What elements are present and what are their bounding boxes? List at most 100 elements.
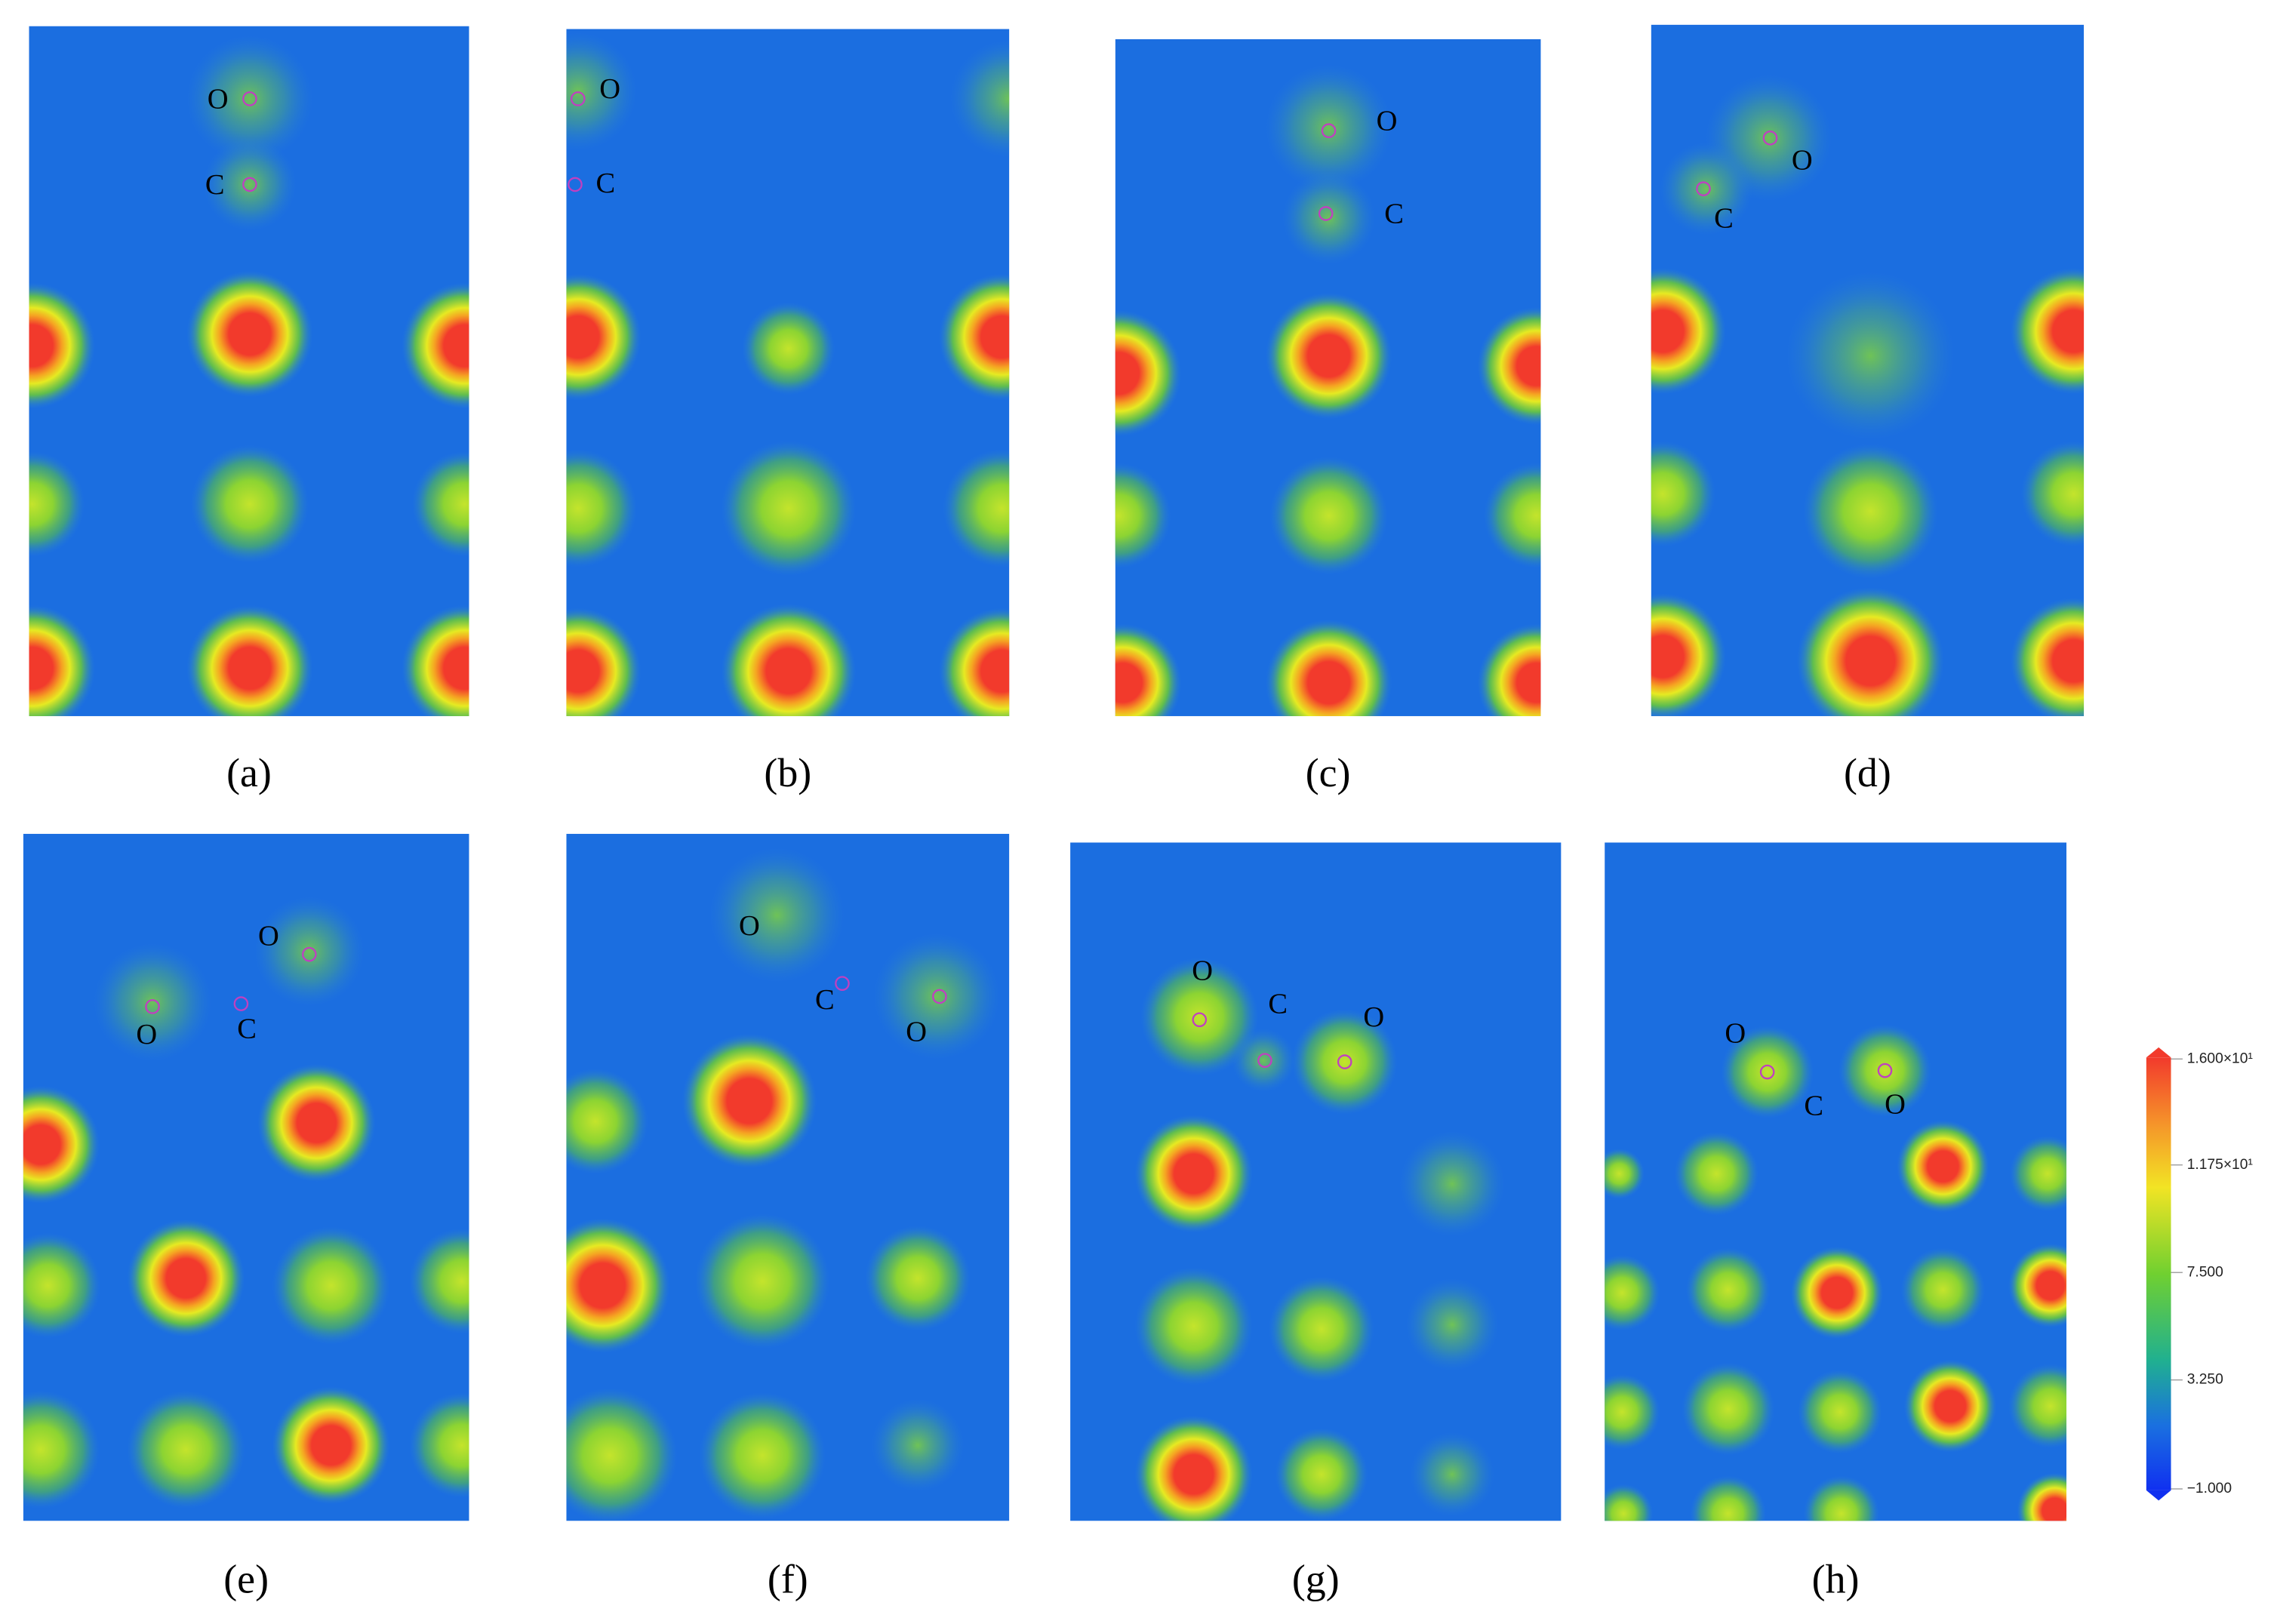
density-blob (409, 1392, 469, 1498)
density-map (1070, 842, 1562, 1521)
density-blob (721, 441, 857, 577)
density-blob (1410, 1432, 1494, 1517)
density-blob (1803, 1475, 1879, 1521)
colorbar-tick-label: 7.500 (2187, 1264, 2223, 1280)
colorbar-tick-label: 3.250 (2187, 1372, 2223, 1388)
density-blob (1651, 268, 1726, 395)
atom-marker (1337, 1054, 1352, 1069)
atom-marker (568, 177, 583, 192)
density-blob (1900, 1247, 1986, 1333)
atom-marker (1192, 1012, 1208, 1028)
colorbar-tick-label: −1.000 (2187, 1481, 2232, 1496)
density-blob (272, 1226, 390, 1345)
atom-label: C (237, 1013, 257, 1044)
density-blob (938, 607, 1010, 716)
density-blob (23, 1390, 100, 1509)
atom-label: O (258, 920, 279, 952)
density-blob (23, 1232, 101, 1339)
density-blob (566, 1218, 670, 1353)
panel-label: (a) (226, 750, 272, 795)
density-map (29, 26, 469, 716)
density-blob (1483, 463, 1541, 569)
atom-label: C (1714, 202, 1734, 234)
density-blob (566, 273, 642, 401)
density-blob (1685, 1247, 1771, 1333)
density-blob (566, 32, 637, 151)
density-blob (1903, 1359, 1997, 1453)
atom-label: C (1384, 198, 1404, 230)
atom-marker (242, 177, 257, 192)
atom-marker (1257, 1053, 1272, 1068)
density-blob (1265, 292, 1392, 420)
density-blob (1477, 306, 1541, 426)
density-blob (1605, 1148, 1645, 1199)
atom-marker (1759, 1064, 1775, 1080)
density-map (566, 29, 1010, 716)
atom-marker (932, 989, 947, 1004)
density-blob (694, 1213, 830, 1349)
atom-label: O (1377, 105, 1398, 137)
density-blob (1134, 1415, 1253, 1521)
panel-label: (d) (1844, 750, 1891, 795)
atom-marker (835, 976, 850, 991)
density-blob (1265, 64, 1392, 192)
atom-label: O (1363, 1001, 1384, 1033)
density-blob (1605, 1373, 1660, 1450)
atom-marker (233, 996, 249, 1011)
density-blob (1690, 1475, 1766, 1521)
atom-label: C (596, 168, 616, 199)
atom-label: O (1792, 144, 1813, 176)
atom-label: C (1268, 989, 1288, 1020)
density-blob (1790, 1246, 1884, 1339)
density-blob (1269, 457, 1388, 575)
density-map (23, 833, 469, 1521)
density-blob (2020, 441, 2085, 547)
colorbar-tick-label: 1.175×10¹ (2187, 1157, 2253, 1173)
atom-label: O (1192, 955, 1213, 986)
density-blob (865, 1226, 971, 1331)
density-blob (721, 604, 857, 716)
density-blob (1269, 1276, 1374, 1383)
atom-label: O (1885, 1089, 1906, 1121)
panel-label: (b) (764, 750, 811, 795)
density-blob (938, 273, 1010, 401)
density-blob (402, 282, 469, 409)
density-map (566, 833, 1010, 1521)
density-blob (1115, 463, 1171, 569)
atom-marker (1318, 206, 1334, 221)
density-blob (1605, 1254, 1660, 1331)
density-map (1115, 38, 1541, 716)
density-blob (699, 1392, 826, 1519)
atom-marker (1762, 131, 1778, 146)
density-blob (2010, 598, 2085, 716)
density-blob (1605, 1484, 1654, 1521)
density-blob (402, 604, 469, 716)
density-blob (1660, 142, 1753, 235)
atom-label: O (906, 1016, 927, 1047)
colorbar-tick-label: 1.600×10¹ (2187, 1050, 2253, 1066)
density-blob (1802, 444, 1938, 579)
atom-label: O (739, 910, 760, 942)
density-blob (1232, 1029, 1295, 1093)
atom-marker (1877, 1063, 1893, 1078)
density-blob (127, 1219, 245, 1338)
map-background (23, 833, 469, 1521)
density-blob (1651, 441, 1715, 547)
density-blob (709, 847, 845, 983)
density-blob (1839, 1024, 1931, 1118)
density-blob (2017, 1472, 2067, 1521)
atom-marker (302, 946, 317, 962)
density-blob (1115, 623, 1182, 716)
density-blob (254, 897, 365, 1007)
density-blob (1134, 1267, 1253, 1386)
atom-marker (1696, 181, 1711, 197)
density-blob (950, 39, 1010, 158)
density-blob (257, 1063, 376, 1183)
density-blob (2008, 1364, 2067, 1449)
density-blob (566, 1069, 648, 1174)
density-blob (1721, 1026, 1814, 1118)
colorbar-cap (2146, 1047, 2171, 1058)
density-blob (1651, 593, 1726, 716)
panel-label: (c) (1306, 750, 1351, 795)
